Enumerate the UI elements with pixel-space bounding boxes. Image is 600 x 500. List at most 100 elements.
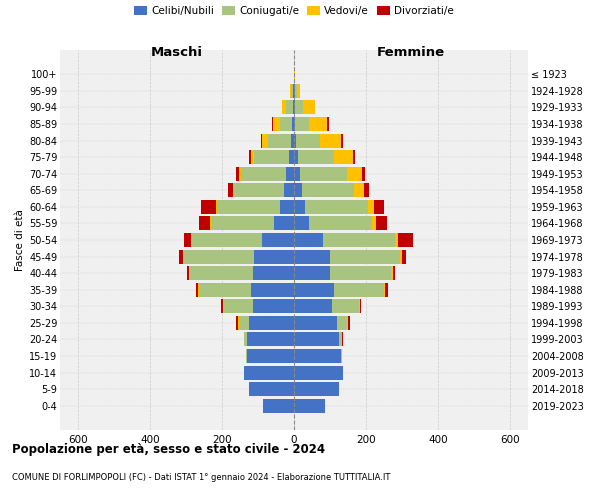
Bar [320, 134, 341, 147]
Bar [353, 150, 355, 164]
Bar [247, 349, 294, 363]
Bar [294, 68, 295, 82]
Bar [294, 200, 305, 214]
Text: Maschi: Maschi [151, 46, 203, 60]
Bar [251, 282, 294, 296]
Bar [263, 398, 294, 412]
Bar [309, 117, 328, 131]
Bar [233, 184, 284, 198]
Bar [362, 166, 365, 181]
Bar [368, 200, 374, 214]
Bar [332, 299, 359, 314]
Bar [249, 382, 294, 396]
Bar [294, 366, 343, 380]
Bar [272, 117, 273, 131]
Bar [247, 332, 294, 346]
Bar [199, 282, 251, 296]
Bar [221, 299, 223, 314]
Bar [293, 100, 294, 114]
Bar [374, 200, 385, 214]
Bar [295, 84, 297, 98]
Bar [268, 134, 291, 147]
Bar [189, 266, 190, 280]
Bar [286, 166, 294, 181]
Bar [294, 134, 296, 147]
Bar [280, 200, 294, 214]
Bar [323, 233, 395, 247]
Bar [302, 100, 315, 114]
Bar [184, 233, 191, 247]
Bar [334, 150, 353, 164]
Bar [398, 233, 413, 247]
Bar [376, 216, 387, 230]
Bar [347, 316, 348, 330]
Bar [244, 332, 247, 346]
Bar [294, 316, 337, 330]
Bar [294, 184, 302, 198]
Bar [292, 84, 293, 98]
Bar [294, 332, 339, 346]
Bar [191, 233, 262, 247]
Bar [334, 282, 384, 296]
Bar [337, 316, 347, 330]
Bar [289, 150, 294, 164]
Bar [262, 134, 268, 147]
Bar [294, 349, 341, 363]
Bar [184, 250, 254, 264]
Bar [216, 200, 217, 214]
Bar [274, 216, 294, 230]
Text: Femmine: Femmine [377, 46, 445, 60]
Bar [198, 282, 199, 296]
Bar [201, 200, 216, 214]
Bar [291, 134, 294, 147]
Bar [244, 366, 294, 380]
Bar [294, 84, 295, 98]
Bar [384, 282, 385, 296]
Bar [294, 282, 334, 296]
Bar [342, 332, 343, 346]
Bar [229, 184, 233, 198]
Bar [294, 117, 295, 131]
Bar [395, 233, 398, 247]
Bar [239, 316, 249, 330]
Bar [253, 266, 294, 280]
Bar [297, 84, 301, 98]
Bar [294, 398, 325, 412]
Bar [354, 184, 364, 198]
Y-axis label: Fasce di età: Fasce di età [14, 209, 25, 271]
Bar [295, 117, 309, 131]
Bar [330, 266, 391, 280]
Bar [359, 299, 361, 314]
Bar [402, 250, 406, 264]
Bar [199, 216, 211, 230]
Bar [305, 200, 368, 214]
Bar [341, 134, 343, 147]
Bar [294, 299, 332, 314]
Bar [290, 84, 292, 98]
Bar [262, 233, 294, 247]
Bar [393, 266, 395, 280]
Text: COMUNE DI FORLIMPOPOLI (FC) - Dati ISTAT 1° gennaio 2024 - Elaborazione TUTTITAL: COMUNE DI FORLIMPOPOLI (FC) - Dati ISTAT… [12, 472, 391, 482]
Bar [253, 299, 294, 314]
Bar [284, 184, 294, 198]
Bar [223, 299, 224, 314]
Bar [224, 299, 253, 314]
Bar [236, 166, 239, 181]
Bar [391, 266, 393, 280]
Bar [238, 316, 239, 330]
Bar [330, 250, 400, 264]
Bar [292, 117, 294, 131]
Bar [190, 266, 253, 280]
Bar [347, 166, 362, 181]
Bar [236, 316, 238, 330]
Bar [273, 117, 280, 131]
Bar [294, 233, 323, 247]
Bar [309, 216, 372, 230]
Text: Popolazione per età, sesso e stato civile - 2024: Popolazione per età, sesso e stato civil… [12, 442, 325, 456]
Bar [301, 166, 347, 181]
Bar [364, 184, 368, 198]
Bar [294, 150, 298, 164]
Bar [254, 250, 294, 264]
Bar [260, 134, 262, 147]
Bar [294, 166, 301, 181]
